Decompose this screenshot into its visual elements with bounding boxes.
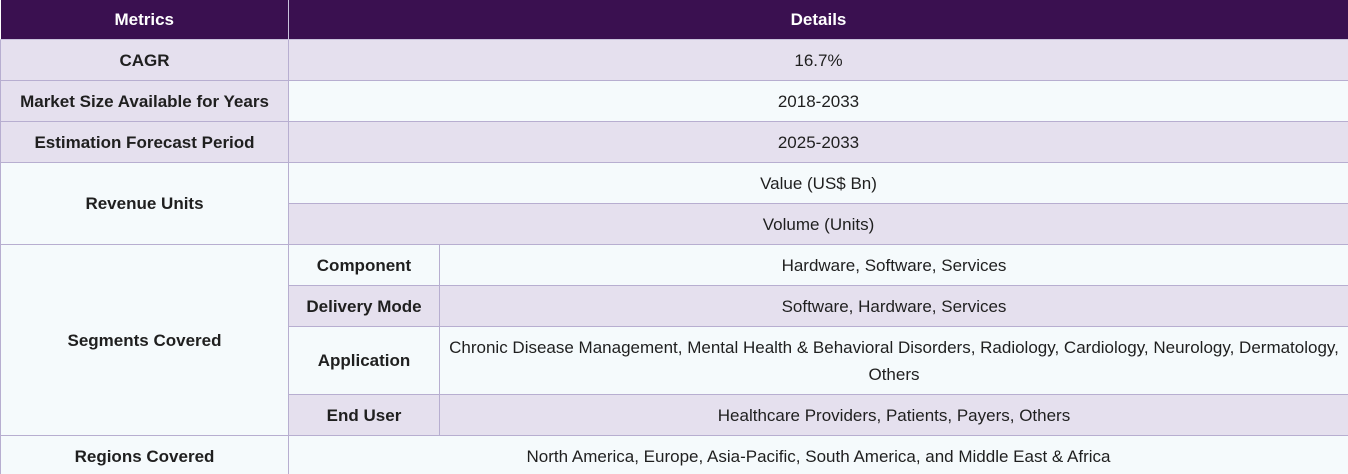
table-row-forecast: Estimation Forecast Period 2025-2033 xyxy=(0,121,1348,163)
segment-name: Component xyxy=(288,244,440,286)
market-size-label: Market Size Available for Years xyxy=(0,80,289,122)
table-row-regions: Regions Covered North America, Europe, A… xyxy=(0,435,1348,474)
details-header: Details xyxy=(288,0,1348,40)
table-row-revenue-1: Revenue Units Value (US$ Bn) xyxy=(0,162,1348,245)
segment-name: Application xyxy=(288,326,440,395)
cagr-value: 16.7% xyxy=(288,39,1348,81)
segment-value: Chronic Disease Management, Mental Healt… xyxy=(439,326,1348,395)
regions-covered-value: North America, Europe, Asia-Pacific, Sou… xyxy=(288,435,1348,474)
segment-value: Hardware, Software, Services xyxy=(439,244,1348,286)
segment-value: Healthcare Providers, Patients, Payers, … xyxy=(439,394,1348,436)
table-row-segment-application: Application Chronic Disease Management, … xyxy=(1,326,1348,395)
table-row-cagr: CAGR 16.7% xyxy=(0,39,1348,81)
table-header-row: Metrics Details xyxy=(0,0,1348,40)
segment-value: Software, Hardware, Services xyxy=(439,285,1348,327)
forecast-value: 2025-2033 xyxy=(288,121,1348,163)
table-row-segment-component: Segments Covered Component Hardware, Sof… xyxy=(0,244,1348,436)
segment-name: Delivery Mode xyxy=(288,285,440,327)
forecast-label: Estimation Forecast Period xyxy=(0,121,289,163)
regions-covered-label: Regions Covered xyxy=(0,435,289,474)
market-size-value: 2018-2033 xyxy=(288,80,1348,122)
table-row-revenue-2: Volume (Units) xyxy=(1,203,1348,245)
revenue-units-label: Revenue Units xyxy=(0,162,289,245)
metrics-header: Metrics xyxy=(0,0,289,40)
segments-covered-label: Segments Covered xyxy=(0,244,289,436)
revenue-unit-value: Value (US$ Bn) xyxy=(288,162,1348,204)
table-row-segment-end-user: End User Healthcare Providers, Patients,… xyxy=(1,394,1348,436)
cagr-label: CAGR xyxy=(0,39,289,81)
revenue-unit-volume: Volume (Units) xyxy=(288,203,1348,245)
table-row-segment-delivery-mode: Delivery Mode Software, Hardware, Servic… xyxy=(1,285,1348,327)
segment-name: End User xyxy=(288,394,440,436)
table-row-market-size: Market Size Available for Years 2018-203… xyxy=(0,80,1348,122)
